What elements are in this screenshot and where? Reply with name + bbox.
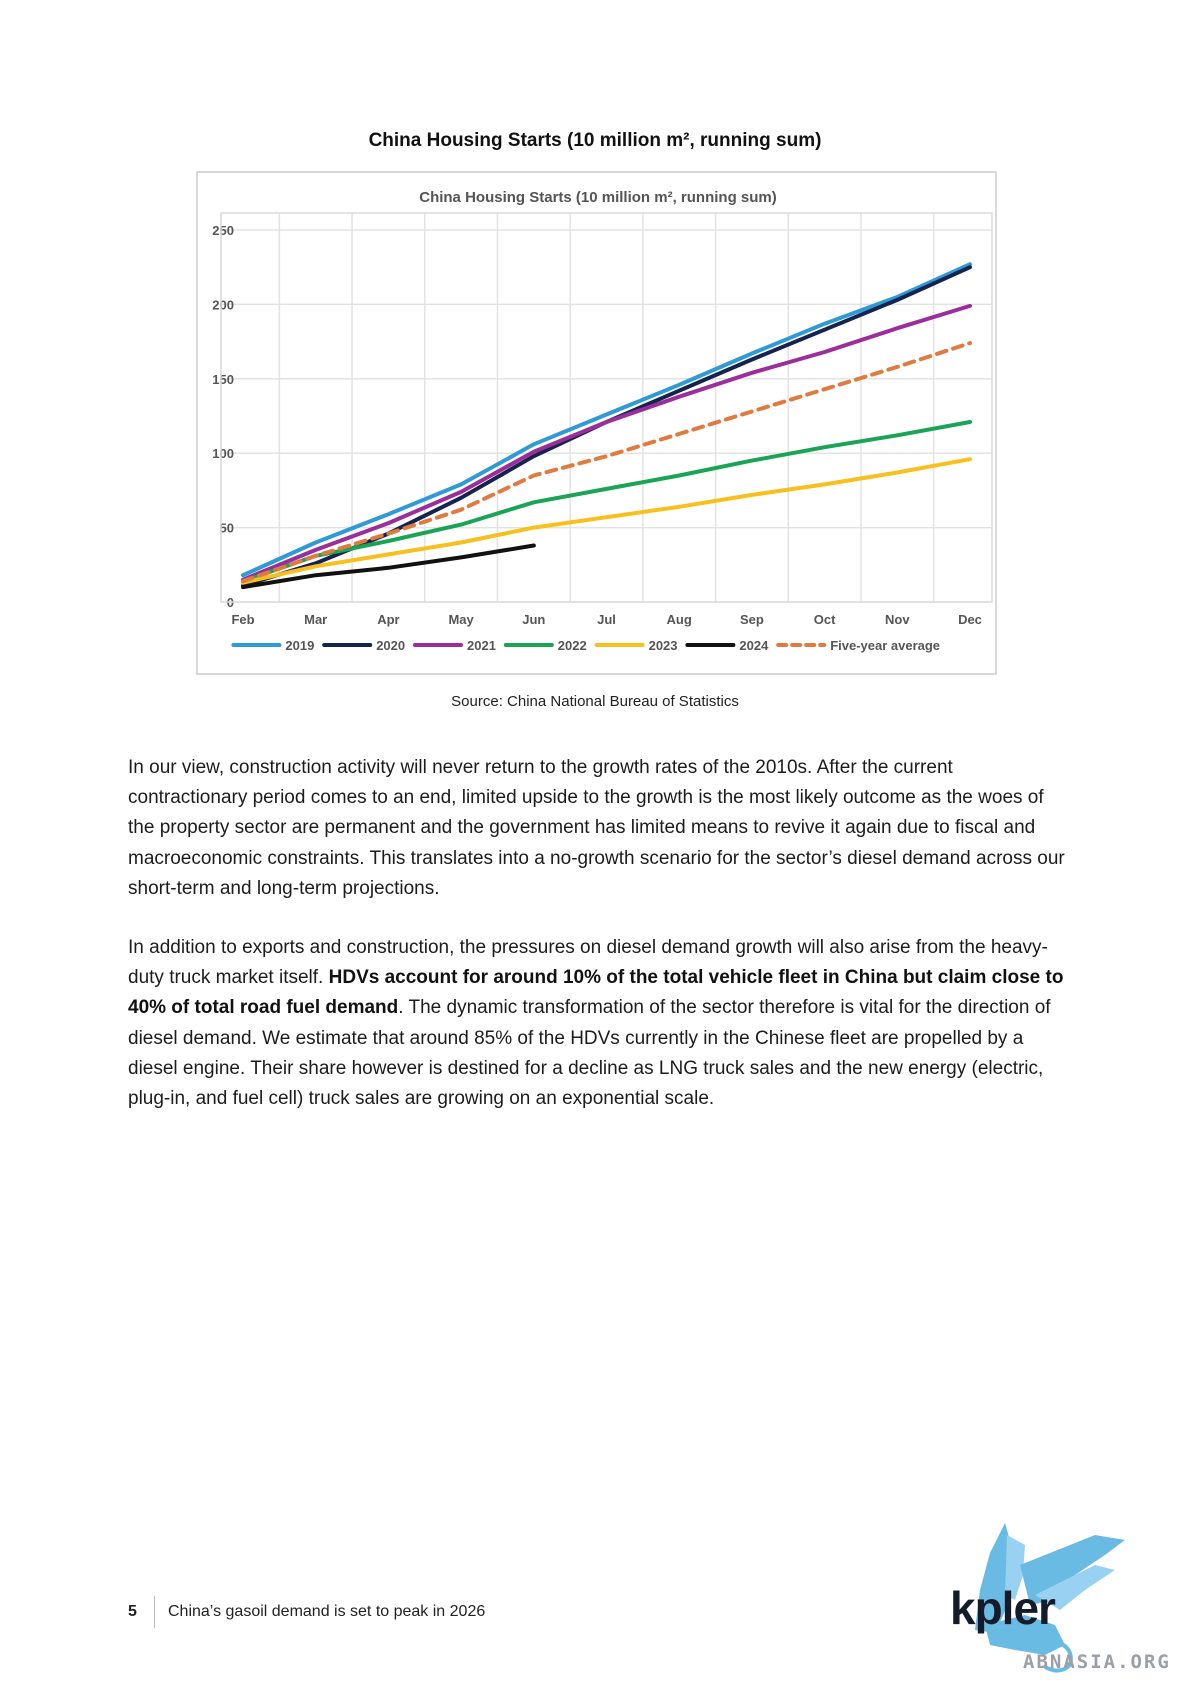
y-tick-label: 200 [212, 297, 234, 312]
page-number: 5 [128, 1603, 137, 1620]
griffin-icon [975, 1523, 1125, 1673]
y-tick-label: 100 [212, 446, 234, 461]
legend-label: Five-year average [830, 638, 940, 653]
x-tick-label: Jul [597, 612, 616, 627]
x-tick-label: May [448, 612, 474, 627]
paragraph-2-text-a: In addition to exports and construction,… [128, 937, 1048, 989]
figure-title: China Housing Starts (10 million m², run… [368, 130, 822, 151]
brand-logo-text: kpler [950, 1582, 1056, 1634]
chart-title: China Housing Starts (10 million m², run… [419, 189, 777, 206]
series-line-2021 [241, 303, 972, 582]
x-tick-label: Mar [304, 612, 327, 627]
plot-area-border [220, 212, 993, 603]
figure-source: Source: China National Bureau of Statist… [451, 693, 739, 710]
series-line-five-year-average [241, 341, 972, 584]
kpler-logo: kpler ABNASIA.ORG [945, 1505, 1190, 1684]
watermark-text: ABNASIA.ORG [1023, 1651, 1171, 1673]
legend-label: 2023 [649, 638, 678, 653]
series-line-2024 [241, 543, 536, 590]
footer-divider [154, 1596, 155, 1628]
footer-doc-title: China’s gasoil demand is set to peak in … [168, 1603, 486, 1620]
legend-label: 2021 [467, 638, 496, 653]
legend-label: 2022 [558, 638, 587, 653]
paragraph-2-text-b: . The dynamic transformation of the sect… [128, 997, 1051, 1110]
paragraph-2: In addition to exports and construction,… [128, 933, 1068, 1114]
paragraph-1: In our view, construction activity will … [128, 757, 1065, 899]
series-line-2022 [241, 420, 972, 584]
housing-starts-chart: China Housing Starts (10 million m², run… [196, 171, 997, 675]
x-tick-label: Nov [885, 612, 910, 627]
x-tick-label: Oct [814, 612, 836, 627]
x-tick-label: Aug [667, 612, 692, 627]
y-tick-label: 150 [212, 372, 234, 387]
legend-label: 2020 [376, 638, 405, 653]
page-footer: 5 China’s gasoil demand is set to peak i… [128, 1596, 485, 1628]
series-line-2019 [241, 262, 972, 578]
y-tick-label: 250 [212, 223, 234, 238]
paragraph-2-bold: HDVs account for around 10% of the total… [128, 967, 1064, 1019]
y-tick-label: 50 [220, 521, 234, 536]
x-tick-label: Jun [522, 612, 545, 627]
x-tick-label: Dec [958, 612, 982, 627]
x-tick-label: Feb [231, 612, 254, 627]
series-line-2023 [241, 457, 972, 585]
chart-svg: China Housing Starts (10 million m², run… [212, 189, 993, 653]
x-tick-label: Apr [377, 612, 399, 627]
legend-label: 2024 [739, 638, 769, 653]
x-tick-label: Sep [740, 612, 764, 627]
legend-label: 2019 [285, 638, 314, 653]
